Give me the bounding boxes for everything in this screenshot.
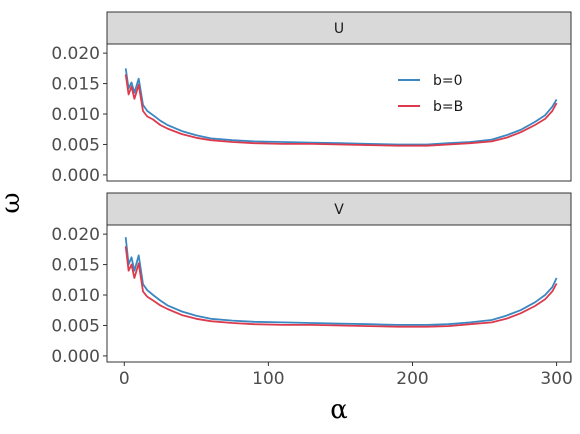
series-line-b=B (124, 246, 558, 328)
series-line-b=0 (124, 237, 558, 326)
y-tick-label: 0.000 (51, 347, 100, 367)
panel-frame (106, 43, 572, 182)
series-line-b=B (124, 74, 558, 147)
strip-background (106, 192, 572, 226)
strip-label: U (334, 21, 344, 37)
legend-label: b=0 (433, 73, 463, 89)
panel-frame (106, 224, 572, 363)
y-tick-label: 0.015 (51, 75, 100, 95)
x-tick-label: 0 (119, 369, 130, 389)
strip-label: V (334, 202, 344, 218)
x-tick-label: 200 (396, 369, 428, 389)
y-tick-label: 0.000 (51, 166, 100, 186)
panel-U: U 0.000 0.005 0.010 0.015 0.020 b=0 b=B (51, 11, 572, 186)
y-tick-label: 0.020 (51, 44, 100, 64)
y-axis-title: ω (0, 192, 26, 213)
y-tick-label: 0.020 (51, 225, 100, 245)
y-tick-label: 0.005 (51, 135, 100, 155)
legend: b=0 b=B (398, 73, 463, 115)
legend-label: b=B (433, 99, 463, 115)
panel-V: V 0.000 0.005 0.010 0.015 0.020 (51, 192, 572, 367)
strip-background (106, 11, 572, 45)
x-tick-label: 100 (252, 369, 284, 389)
y-tick-label: 0.010 (51, 286, 100, 306)
x-tick-label: 300 (540, 369, 572, 389)
y-tick-label: 0.010 (51, 105, 100, 125)
y-tick-label: 0.005 (51, 316, 100, 336)
series-line-b=0 (124, 68, 558, 146)
x-axis-title: α (330, 395, 348, 425)
y-tick-label: 0.015 (51, 256, 100, 276)
